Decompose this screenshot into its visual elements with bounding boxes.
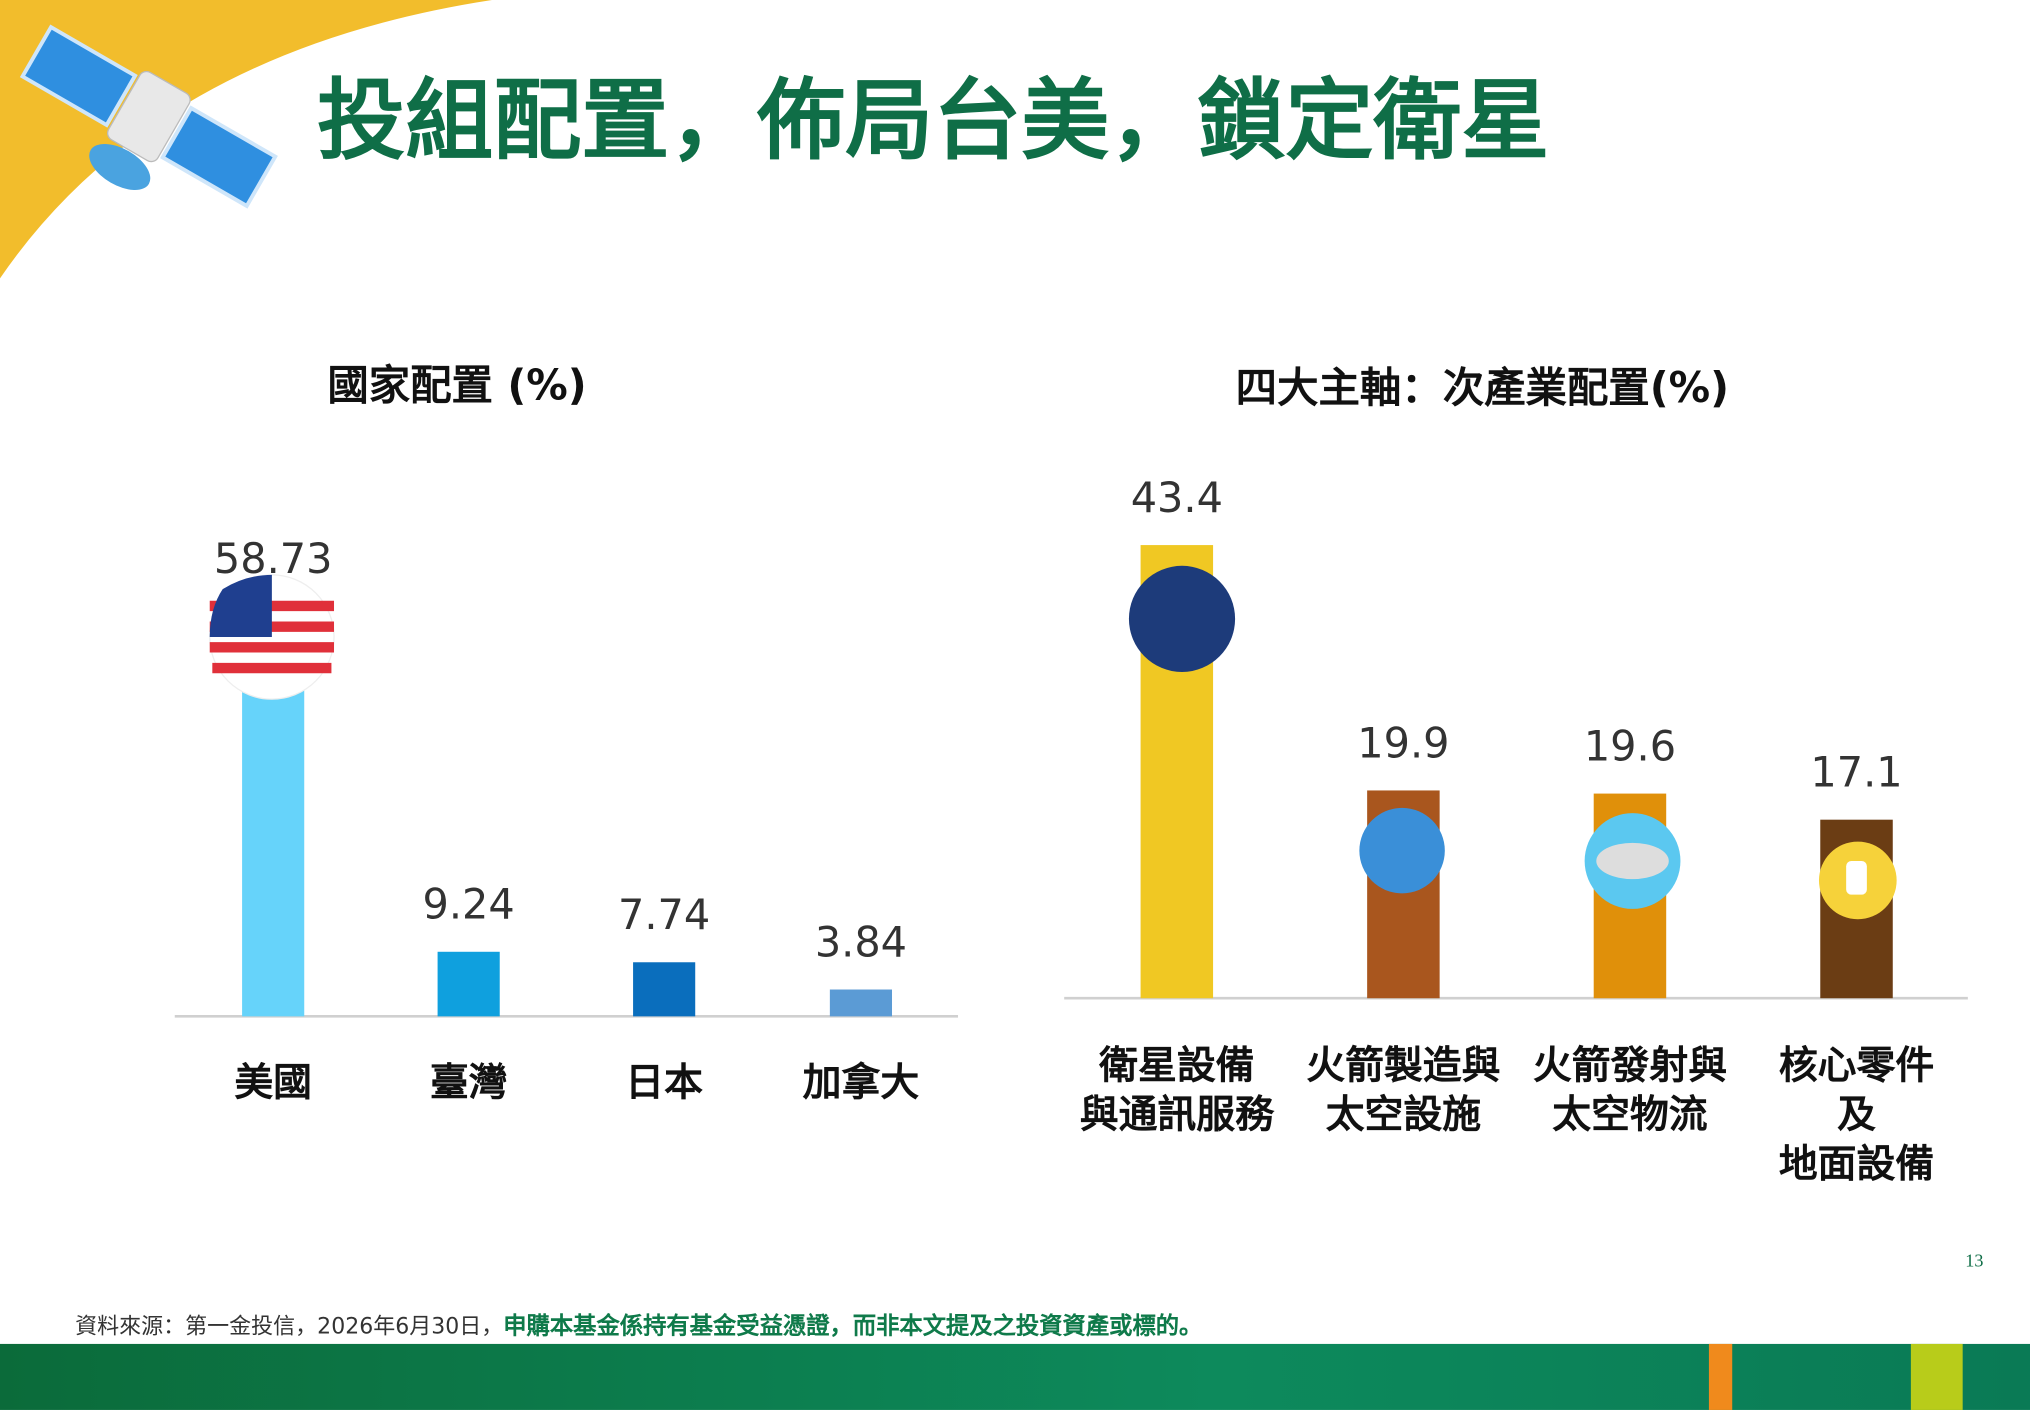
theme-icon xyxy=(1359,807,1445,894)
category-label: 衛星設備 與通訊服務 xyxy=(1079,1043,1274,1139)
source: 資料來源：第一金投信，2026年6月30日， xyxy=(75,1314,504,1341)
flag-canton xyxy=(209,574,272,638)
icons xyxy=(209,565,1897,920)
disclaimer: 申購本基金係持有基金受益憑證，而非本文提及之投資資產或標的。 xyxy=(503,1312,1203,1341)
category-label: 加拿大 xyxy=(802,1060,920,1106)
category-label: 核心零件及 地面設備 xyxy=(1778,1043,1935,1188)
page-number: 13 xyxy=(1965,1251,1983,1271)
bar xyxy=(829,989,893,1017)
footer-band xyxy=(0,1343,2030,1410)
chart-title: 國家配置 (%) xyxy=(327,361,586,409)
value-label: 19.9 xyxy=(1357,719,1449,767)
satellite-icon xyxy=(19,24,278,209)
value-label: 19.6 xyxy=(1584,723,1676,771)
bar xyxy=(633,962,696,1017)
category-label: 日本 xyxy=(625,1060,703,1106)
value-label: 3.84 xyxy=(815,918,907,966)
value-label: 9.24 xyxy=(423,881,515,929)
bar xyxy=(437,951,500,1017)
theme-icon xyxy=(1596,842,1669,880)
category-label: 火箭製造與 太空設施 xyxy=(1306,1043,1501,1139)
value-label: 7.74 xyxy=(618,891,710,939)
chart-title: 四大主軸：次產業配置(%) xyxy=(1236,364,1729,412)
footer-accent xyxy=(1910,1343,1963,1410)
value-label: 43.4 xyxy=(1131,474,1223,522)
footer-accent xyxy=(1708,1343,1733,1410)
theme-icon xyxy=(1128,565,1236,672)
category-label: 臺灣 xyxy=(429,1060,508,1106)
category-label: 美國 xyxy=(234,1060,313,1106)
footnote: 資料來源：第一金投信，2026年6月30日，申購本基金係持有基金受益憑證，而非本… xyxy=(75,1308,1202,1342)
theme-icon xyxy=(1846,860,1867,895)
value-label: 17.1 xyxy=(1810,749,1902,797)
category-label: 火箭發射與 太空物流 xyxy=(1532,1043,1728,1139)
page-title: 投組配置，佈局台美，鎖定衛星 xyxy=(317,69,1549,172)
